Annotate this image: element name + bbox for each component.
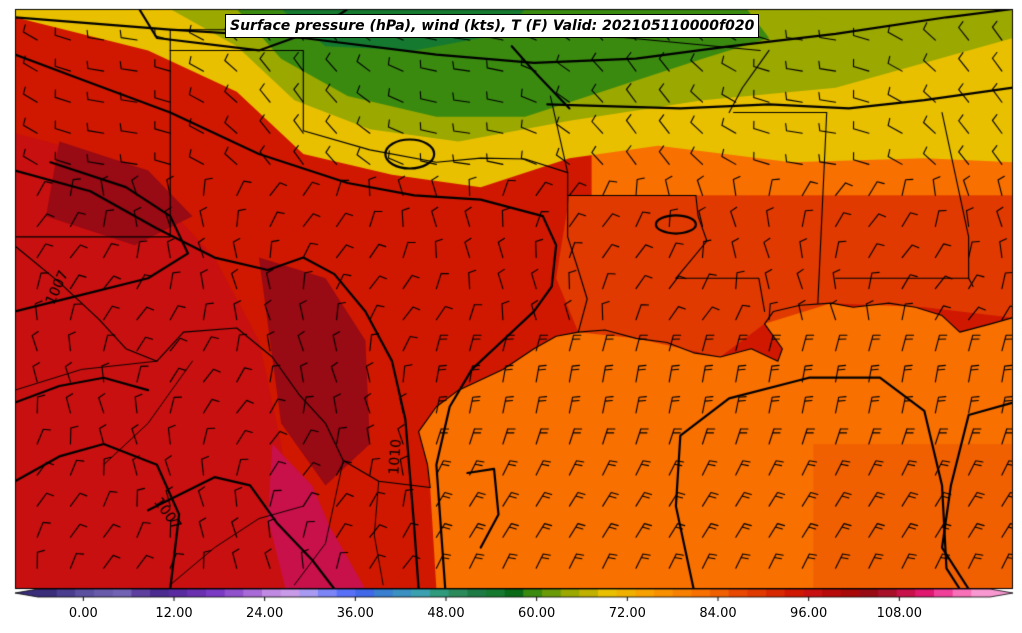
colorbar-tick-label: 36.00 (336, 606, 374, 621)
colorbar-tick-label: 48.00 (427, 606, 465, 621)
colorbar-tick-label: 84.00 (699, 606, 737, 621)
colorbar-tick-label: 12.00 (155, 606, 193, 621)
colorbar-tick-label: 72.00 (608, 606, 646, 621)
colorbar-tick-label: 24.00 (246, 606, 284, 621)
colorbar-tick-label: 60.00 (518, 606, 556, 621)
colorbar-tick-label: 108.00 (876, 606, 923, 621)
colorbar-tick-label: 96.00 (790, 606, 828, 621)
map-title: Surface pressure (hPa), wind (kts), T (F… (225, 14, 760, 38)
colorbar-tick-label: 0.00 (68, 606, 98, 621)
